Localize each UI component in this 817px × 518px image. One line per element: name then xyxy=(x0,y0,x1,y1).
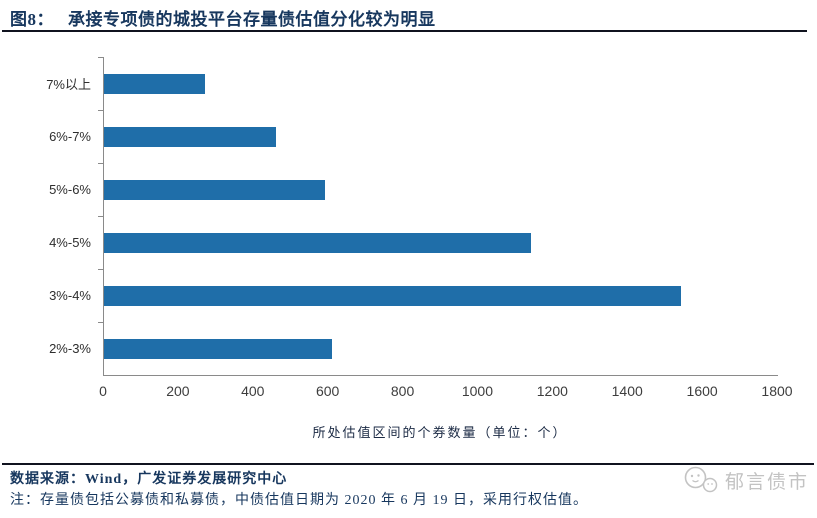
data-source-text: 数据来源：Wind，广发证券发展研究中心 xyxy=(10,472,288,487)
bar-row: 3%-4% xyxy=(49,269,778,322)
x-axis-ticks: 0 200 400 600 800 1000 1200 1400 1600 1800 xyxy=(99,383,792,401)
category-label: 2%-3% xyxy=(49,341,91,356)
x-tick-label: 1600 xyxy=(686,383,718,399)
bar xyxy=(104,338,333,359)
bar-row: 7%以上 xyxy=(46,57,778,110)
x-tick-label: 1000 xyxy=(461,383,494,399)
x-tick-label: 1400 xyxy=(611,383,643,399)
bar xyxy=(104,232,531,253)
note-text: 注：存量债包括公募债和私募债，中债估值日期为 2020 年 6 月 19 日，采… xyxy=(10,493,588,508)
x-axis-label: 所处估值区间的个券数量（单位：个） xyxy=(312,425,568,440)
x-tick-label: 1200 xyxy=(536,383,568,399)
y-axis-tick xyxy=(98,110,104,111)
x-tick-label: 0 xyxy=(99,383,107,399)
chat-bubbles-icon xyxy=(684,466,718,493)
bar xyxy=(104,73,206,94)
y-axis-tick xyxy=(98,269,104,270)
bar-row: 2%-3% xyxy=(49,322,778,375)
figure-title-text: 承接专项债的城投平台存量债估值分化较为明显 xyxy=(68,10,436,29)
category-label: 5%-6% xyxy=(49,182,91,197)
y-axis-tick xyxy=(98,57,104,58)
y-axis-tick xyxy=(98,163,104,164)
x-tick-label: 600 xyxy=(315,383,340,399)
title-divider xyxy=(2,30,807,32)
bar-row: 5%-6% xyxy=(49,163,778,216)
x-tick-label: 400 xyxy=(241,383,265,399)
bar-row: 6%-7% xyxy=(49,110,778,163)
x-tick-label: 1800 xyxy=(761,383,793,399)
y-axis-tick xyxy=(98,216,104,217)
category-label: 3%-4% xyxy=(49,288,91,303)
footer-divider xyxy=(2,463,814,465)
bar-row: 4%-5% xyxy=(49,216,778,269)
x-tick-label: 800 xyxy=(390,383,415,399)
watermark: 郁言债市 xyxy=(677,466,809,494)
y-axis-tick xyxy=(98,322,104,323)
category-label: 7%以上 xyxy=(46,77,91,92)
x-tick-label: 200 xyxy=(166,383,190,399)
watermark-text: 郁言债市 xyxy=(724,471,809,493)
bar xyxy=(104,126,277,147)
category-label: 6%-7% xyxy=(49,129,91,144)
bar xyxy=(104,285,681,306)
figure-title: 图8： 承接专项债的城投平台存量债估值分化较为明显 xyxy=(10,5,436,30)
bar xyxy=(104,179,325,200)
category-label: 4%-5% xyxy=(49,235,91,250)
plot-area: 7%以上 6%-7% 5%-6% 4%-5% 3%-4% 2%-3% xyxy=(46,57,778,376)
figure-number: 图8： xyxy=(10,10,54,29)
